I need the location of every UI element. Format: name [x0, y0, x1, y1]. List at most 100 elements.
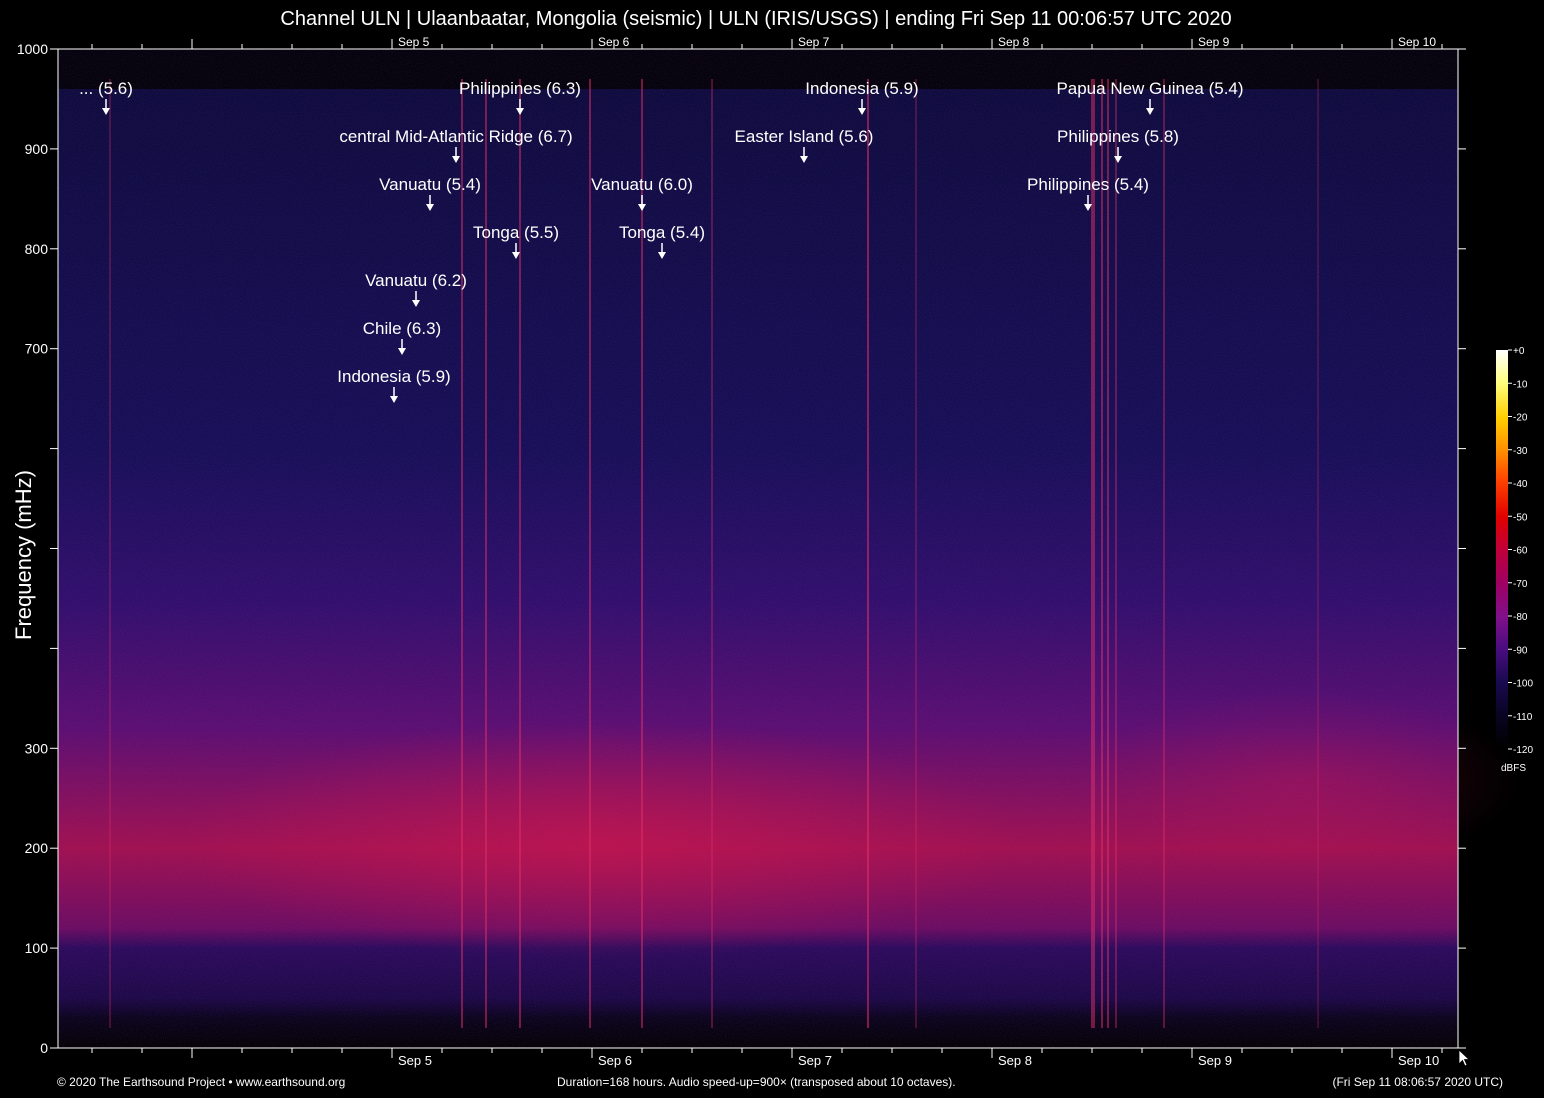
- down-arrow-icon: [516, 108, 524, 115]
- colorbar-tick-label: -110: [1513, 712, 1533, 723]
- y-tick-label: 800: [25, 241, 49, 257]
- event-annotations: ... (5.6) Philippines (6.3) Indonesia (5.9…: [79, 79, 1244, 403]
- event-line: [1101, 79, 1103, 1028]
- x-tick-label-top: Sep 8: [998, 35, 1030, 49]
- colorbar-tick-label: -10: [1513, 379, 1528, 390]
- y-tick-label: 100: [25, 940, 49, 956]
- x-tick-label: Sep 7: [798, 1053, 832, 1068]
- down-arrow-icon: [102, 108, 110, 115]
- y-tick-label: 700: [25, 341, 49, 357]
- event-label: Papua New Guinea (5.4): [1056, 79, 1243, 98]
- cursor-icon: [1458, 1049, 1470, 1067]
- y-tick-label: 200: [25, 840, 49, 856]
- colorbar-gradient: [1496, 350, 1508, 749]
- event-label: ... (5.6): [79, 79, 133, 98]
- event-label: Vanuatu (6.0): [591, 175, 693, 194]
- event-line: [589, 79, 591, 1028]
- colorbar: +0 -10 -20 -30 -40 -50 -60 -70 -80 -90 -100 -110 -12…: [1496, 346, 1533, 774]
- down-arrow-icon: [426, 204, 434, 211]
- down-arrow-icon: [512, 252, 520, 259]
- down-arrow-icon: [800, 156, 808, 163]
- event-line: [461, 79, 463, 1028]
- x-tick-label-top: Sep 6: [598, 35, 630, 49]
- event-annotation: Indonesia (5.9): [337, 367, 451, 403]
- footer-duration: Duration=168 hours. Audio speed-up=900× …: [557, 1075, 956, 1089]
- chart-title: Channel ULN | Ulaanbaatar, Mongolia (sei…: [280, 8, 1232, 30]
- event-label: Easter Island (5.6): [735, 127, 874, 146]
- y-tick-label: 0: [40, 1040, 48, 1056]
- footer-copyright: © 2020 The Earthsound Project • www.eart…: [57, 1075, 346, 1089]
- event-label: Chile (6.3): [363, 319, 441, 338]
- axes: 0 100 200 300 700 800 900 1000 Sep 5 Sep 6 Sep 7 Se…: [17, 35, 1466, 1068]
- event-line: [1115, 79, 1117, 1028]
- event-line: [867, 79, 869, 1028]
- event-line: [641, 79, 643, 1028]
- event-annotation: Vanuatu (6.2): [365, 271, 467, 307]
- x-tick-label-top: Sep 9: [1198, 35, 1230, 49]
- event-annotation: Philippines (5.4): [1027, 175, 1149, 211]
- event-annotation: Philippines (6.3): [459, 79, 581, 115]
- event-annotation: Vanuatu (6.0): [591, 175, 693, 211]
- colorbar-label: dBFS: [1501, 763, 1526, 774]
- event-label: Indonesia (5.9): [805, 79, 918, 98]
- colorbar-tick-label: -90: [1513, 645, 1528, 656]
- down-arrow-icon: [1084, 204, 1092, 211]
- colorbar-tick-label: -30: [1513, 446, 1528, 457]
- colorbar-tick-label: -70: [1513, 579, 1528, 590]
- event-line: [1317, 79, 1319, 1028]
- event-annotation: Easter Island (5.6): [735, 127, 874, 163]
- colorbar-tick-label: -80: [1513, 612, 1528, 623]
- event-annotation: Indonesia (5.9): [805, 79, 919, 115]
- event-label: Tonga (5.4): [619, 223, 705, 242]
- event-line: [109, 79, 111, 1028]
- event-annotation: central Mid-Atlantic Ridge (6.7): [339, 127, 573, 163]
- event-annotation: Papua New Guinea (5.4): [1056, 79, 1244, 115]
- event-line: [711, 79, 713, 1028]
- down-arrow-icon: [390, 396, 398, 403]
- colorbar-tick-label: -60: [1513, 546, 1528, 557]
- event-line: [1163, 79, 1165, 1028]
- x-tick-label: Sep 5: [398, 1053, 432, 1068]
- event-annotation: Vanuatu (5.4): [379, 175, 481, 211]
- event-label: central Mid-Atlantic Ridge (6.7): [339, 127, 572, 146]
- down-arrow-icon: [452, 156, 460, 163]
- down-arrow-icon: [638, 204, 646, 211]
- event-annotation: Chile (6.3): [363, 319, 441, 355]
- x-tick-label-top: Sep 10: [1398, 35, 1436, 49]
- event-line: [1093, 79, 1095, 1028]
- event-annotation: Philippines (5.8): [1057, 127, 1179, 163]
- colorbar-tick-label: +0: [1513, 346, 1525, 357]
- down-arrow-icon: [412, 300, 420, 307]
- event-annotation: Tonga (5.4): [619, 223, 705, 259]
- down-arrow-icon: [398, 348, 406, 355]
- x-tick-label: Sep 10: [1398, 1053, 1439, 1068]
- y-tick-label: 300: [25, 740, 49, 756]
- event-label: Vanuatu (6.2): [365, 271, 467, 290]
- x-tick-label-top: Sep 5: [398, 35, 430, 49]
- colorbar-tick-label: -100: [1513, 679, 1533, 690]
- x-tick-label-top: Sep 7: [798, 35, 830, 49]
- y-tick-label: 900: [25, 141, 49, 157]
- down-arrow-icon: [658, 252, 666, 259]
- event-label: Indonesia (5.9): [337, 367, 450, 386]
- down-arrow-icon: [1146, 108, 1154, 115]
- down-arrow-icon: [858, 108, 866, 115]
- event-annotation: Tonga (5.5): [473, 223, 559, 259]
- event-line: [915, 79, 917, 1028]
- event-lines: [109, 79, 1319, 1028]
- down-arrow-icon: [1114, 156, 1122, 163]
- noise-texture: [58, 49, 1458, 1048]
- event-label: Philippines (5.8): [1057, 127, 1179, 146]
- y-tick-label: 1000: [17, 41, 48, 57]
- event-label: Tonga (5.5): [473, 223, 559, 242]
- colorbar-tick-label: -20: [1513, 413, 1528, 424]
- event-label: Philippines (5.4): [1027, 175, 1149, 194]
- event-line: [1107, 79, 1109, 1028]
- event-annotation: ... (5.6): [79, 79, 133, 115]
- footer-timestamp: (Fri Sep 11 08:06:57 2020 UTC): [1332, 1075, 1503, 1089]
- x-tick-label: Sep 9: [1198, 1053, 1232, 1068]
- x-tick-label: Sep 6: [598, 1053, 632, 1068]
- colorbar-tick-label: -50: [1513, 512, 1528, 523]
- event-line: [485, 79, 487, 1028]
- event-line: [1091, 79, 1093, 1028]
